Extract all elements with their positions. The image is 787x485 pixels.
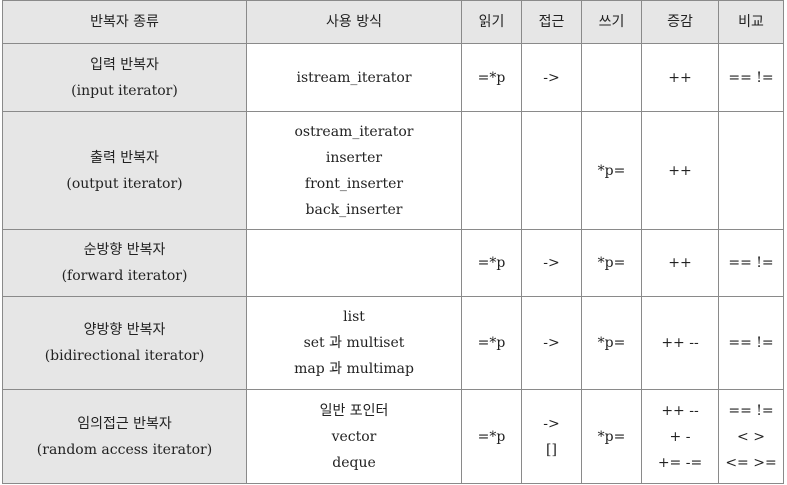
- usage-cell: istream_iterator: [246, 43, 462, 112]
- cell-line: ->: [543, 255, 560, 271]
- cell-line: *p=: [597, 428, 626, 445]
- cell-line: == !=: [728, 402, 774, 419]
- write-cell: *p=: [581, 111, 642, 230]
- cell-line: back_inserter: [305, 201, 403, 218]
- header-incdec: 증감: [641, 0, 719, 44]
- cell-line: =*p: [477, 428, 506, 445]
- cell-line: 순방향 반복자: [83, 242, 166, 258]
- cell-line: ++ --: [661, 335, 699, 351]
- cell-line: ->: [543, 69, 560, 86]
- compare-cell: [718, 111, 784, 230]
- table-row: 순방향 반복자 (forward iterator) =*p -> *p= ++ == !=: [2, 229, 784, 297]
- cell-line: deque: [332, 454, 376, 471]
- iterator-type-cell: 출력 반복자 (output iterator): [2, 111, 247, 230]
- header-read: 읽기: [461, 0, 522, 44]
- cell-line: == !=: [728, 255, 774, 271]
- cell-line: 임의접근 반복자: [77, 415, 172, 432]
- read-cell: =*p: [461, 389, 522, 484]
- cell-line: 일반 포인터: [319, 402, 389, 419]
- header-iterator-type: 반복자 종류: [2, 0, 247, 44]
- incdec-cell: ++: [641, 111, 719, 230]
- incdec-cell: ++: [641, 43, 719, 112]
- iterator-type-cell: 입력 반복자 (input iterator): [2, 43, 247, 112]
- read-cell: =*p: [461, 229, 522, 297]
- compare-cell: == !=: [718, 43, 784, 112]
- iterator-type-cell: 양방향 반복자 (bidirectional iterator): [2, 296, 247, 390]
- cell-line: == !=: [728, 69, 774, 86]
- usage-cell: 일반 포인터 vector deque: [246, 389, 462, 484]
- iterator-type-cell: 임의접근 반복자 (random access iterator): [2, 389, 247, 484]
- iterator-type-cell: 순방향 반복자 (forward iterator): [2, 229, 247, 297]
- cell-line: <= >=: [725, 454, 777, 471]
- cell-line: =*p: [477, 69, 506, 86]
- access-cell: ->: [521, 43, 582, 112]
- cell-line: *p=: [597, 162, 626, 179]
- usage-cell: list set 과 multiset map 과 multimap: [246, 296, 462, 390]
- compare-cell: == != < > <= >=: [718, 389, 784, 484]
- header-row: 반복자 종류 사용 방식 읽기 접근 쓰기 증감 비교: [2, 0, 784, 44]
- cell-line: =*p: [477, 335, 506, 351]
- write-cell: *p=: [581, 389, 642, 484]
- header-access: 접근: [521, 0, 582, 44]
- write-cell: *p=: [581, 229, 642, 297]
- compare-cell: == !=: [718, 296, 784, 390]
- header-write: 쓰기: [581, 0, 642, 44]
- table-row: 양방향 반복자 (bidirectional iterator) list set 과…: [2, 296, 784, 390]
- cell-line: list: [343, 309, 365, 325]
- cell-line: front_inserter: [304, 175, 404, 192]
- incdec-cell: ++ -- + - += -=: [641, 389, 719, 484]
- cell-line: < >: [737, 428, 765, 445]
- cell-line: =*p: [477, 255, 506, 271]
- cell-line: vector: [331, 428, 377, 445]
- table-row: 입력 반복자 (input iterator) istream_iterator =*…: [2, 43, 784, 112]
- access-cell: [521, 111, 582, 230]
- cell-line: *p=: [597, 255, 626, 271]
- cell-line: ostream_iterator: [294, 123, 414, 140]
- read-cell: [461, 111, 522, 230]
- cell-line: + -: [669, 428, 691, 445]
- incdec-cell: ++ --: [641, 296, 719, 390]
- cell-line: == !=: [728, 335, 774, 351]
- cell-line: ++: [668, 69, 692, 86]
- cell-line: ->: [543, 415, 560, 432]
- incdec-cell: ++: [641, 229, 719, 297]
- cell-line: (forward iterator): [61, 268, 188, 284]
- compare-cell: == !=: [718, 229, 784, 297]
- cell-line: (random access iterator): [36, 441, 213, 458]
- usage-cell: [246, 229, 462, 297]
- access-cell: -> []: [521, 389, 582, 484]
- cell-line: ++ --: [661, 402, 699, 419]
- cell-line: ++: [668, 255, 692, 271]
- cell-line: map 과 multimap: [294, 361, 414, 377]
- header-usage: 사용 방식: [246, 0, 462, 44]
- cell-line: ->: [543, 335, 560, 351]
- read-cell: =*p: [461, 43, 522, 112]
- read-cell: =*p: [461, 296, 522, 390]
- cell-line: 입력 반복자: [90, 56, 159, 73]
- write-cell: [581, 43, 642, 112]
- cell-line: ++: [668, 162, 692, 179]
- cell-line: (input iterator): [71, 82, 178, 99]
- access-cell: ->: [521, 229, 582, 297]
- cell-line: (output iterator): [66, 175, 183, 192]
- cell-line: 출력 반복자: [90, 149, 159, 166]
- table-row: 임의접근 반복자 (random access iterator) 일반 포인터 ve…: [2, 389, 784, 484]
- cell-line: inserter: [325, 149, 383, 166]
- cell-line: (bidirectional iterator): [44, 348, 205, 364]
- cell-line: set 과 multiset: [303, 335, 405, 351]
- header-compare: 비교: [718, 0, 784, 44]
- cell-line: 양방향 반복자: [83, 322, 166, 338]
- cell-line: += -=: [657, 454, 703, 471]
- write-cell: *p=: [581, 296, 642, 390]
- cell-line: *p=: [597, 335, 626, 351]
- access-cell: ->: [521, 296, 582, 390]
- cell-line: []: [546, 441, 557, 458]
- cell-line: istream_iterator: [296, 69, 412, 86]
